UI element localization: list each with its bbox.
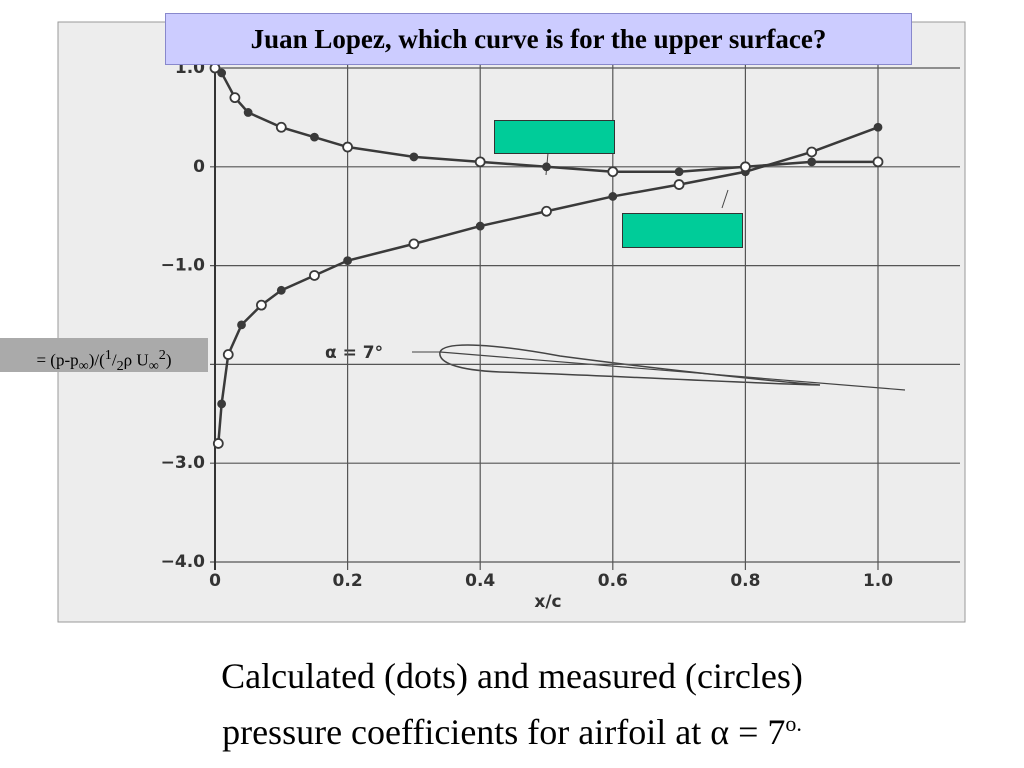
x-tick-label: 0.4	[465, 571, 495, 591]
calculated-point	[217, 399, 227, 409]
x-tick-label: 0.2	[333, 571, 363, 591]
formula-part: 2	[158, 347, 166, 363]
calculated-point	[475, 221, 485, 231]
calculated-point	[237, 320, 246, 330]
formula-part: 1	[104, 347, 112, 363]
caption-line: pressure coefficients for airfoil at α =…	[0, 700, 1024, 756]
y-tick-label: 0	[193, 157, 205, 177]
calculated-point	[409, 152, 419, 162]
measured-point	[229, 92, 241, 104]
y-tick-label: −4.0	[161, 552, 206, 572]
x-tick-label: 0.6	[598, 571, 628, 591]
answer-cover	[494, 120, 615, 154]
measured-point	[474, 156, 486, 168]
formula-part: )	[165, 350, 172, 370]
x-axis-label: x/c	[534, 592, 561, 612]
x-tick-label: 0	[209, 571, 221, 591]
calculated-point	[276, 285, 286, 295]
series-line	[217, 126, 879, 444]
caption: Calculated (dots) and measured (circles)…	[0, 652, 1024, 756]
pointer	[721, 189, 729, 209]
formula: = (p-p∞)/(1/2ρ U∞2)	[0, 338, 208, 375]
calculated-point	[217, 68, 227, 78]
scan-frame	[57, 21, 966, 623]
measured-point	[275, 121, 287, 133]
calculated-point	[343, 256, 353, 266]
y-tick-label: −1.0	[161, 256, 206, 276]
measured-point	[408, 238, 420, 250]
measured-point	[872, 156, 884, 168]
measured-point	[222, 349, 234, 360]
formula-part: ρ U	[123, 350, 149, 370]
formula-part: /	[111, 350, 117, 370]
x-tick-label: 1.0	[863, 571, 893, 591]
formula-part: 2	[116, 358, 124, 375]
caption-sup: o.	[785, 711, 802, 736]
alpha-annotation: α = 7°	[325, 343, 383, 363]
x-tick-label: 0.8	[730, 571, 760, 591]
formula-part: )/(	[88, 350, 105, 370]
formula-part: ∞	[78, 358, 89, 375]
answer-cover	[622, 213, 743, 248]
calculated-point	[674, 167, 684, 177]
chord-line	[439, 351, 906, 391]
calculated-point	[807, 157, 817, 167]
y-tick-label: −3.0	[161, 453, 206, 473]
caption-line: Calculated (dots) and measured (circles)	[221, 656, 803, 696]
calculated-point	[608, 192, 618, 201]
formula-part: = (p-p	[36, 350, 79, 370]
calculated-point	[310, 132, 319, 142]
measured-point	[541, 205, 552, 217]
slide-title: Juan Lopez, which curve is for the upper…	[165, 13, 912, 65]
calculated-point	[542, 162, 551, 172]
measured-point	[740, 161, 751, 173]
caption-text: pressure coefficients for airfoil at α =…	[222, 712, 786, 752]
measured-point	[806, 146, 818, 158]
measured-point	[673, 179, 685, 190]
calculated-point	[873, 122, 883, 132]
measured-point	[342, 141, 354, 153]
formula-part: ∞	[148, 358, 159, 375]
measured-point	[256, 299, 267, 311]
calculated-point	[243, 108, 253, 117]
measured-point	[212, 438, 224, 449]
airfoil	[439, 344, 821, 386]
measured-point	[309, 270, 320, 281]
measured-point	[607, 166, 619, 178]
